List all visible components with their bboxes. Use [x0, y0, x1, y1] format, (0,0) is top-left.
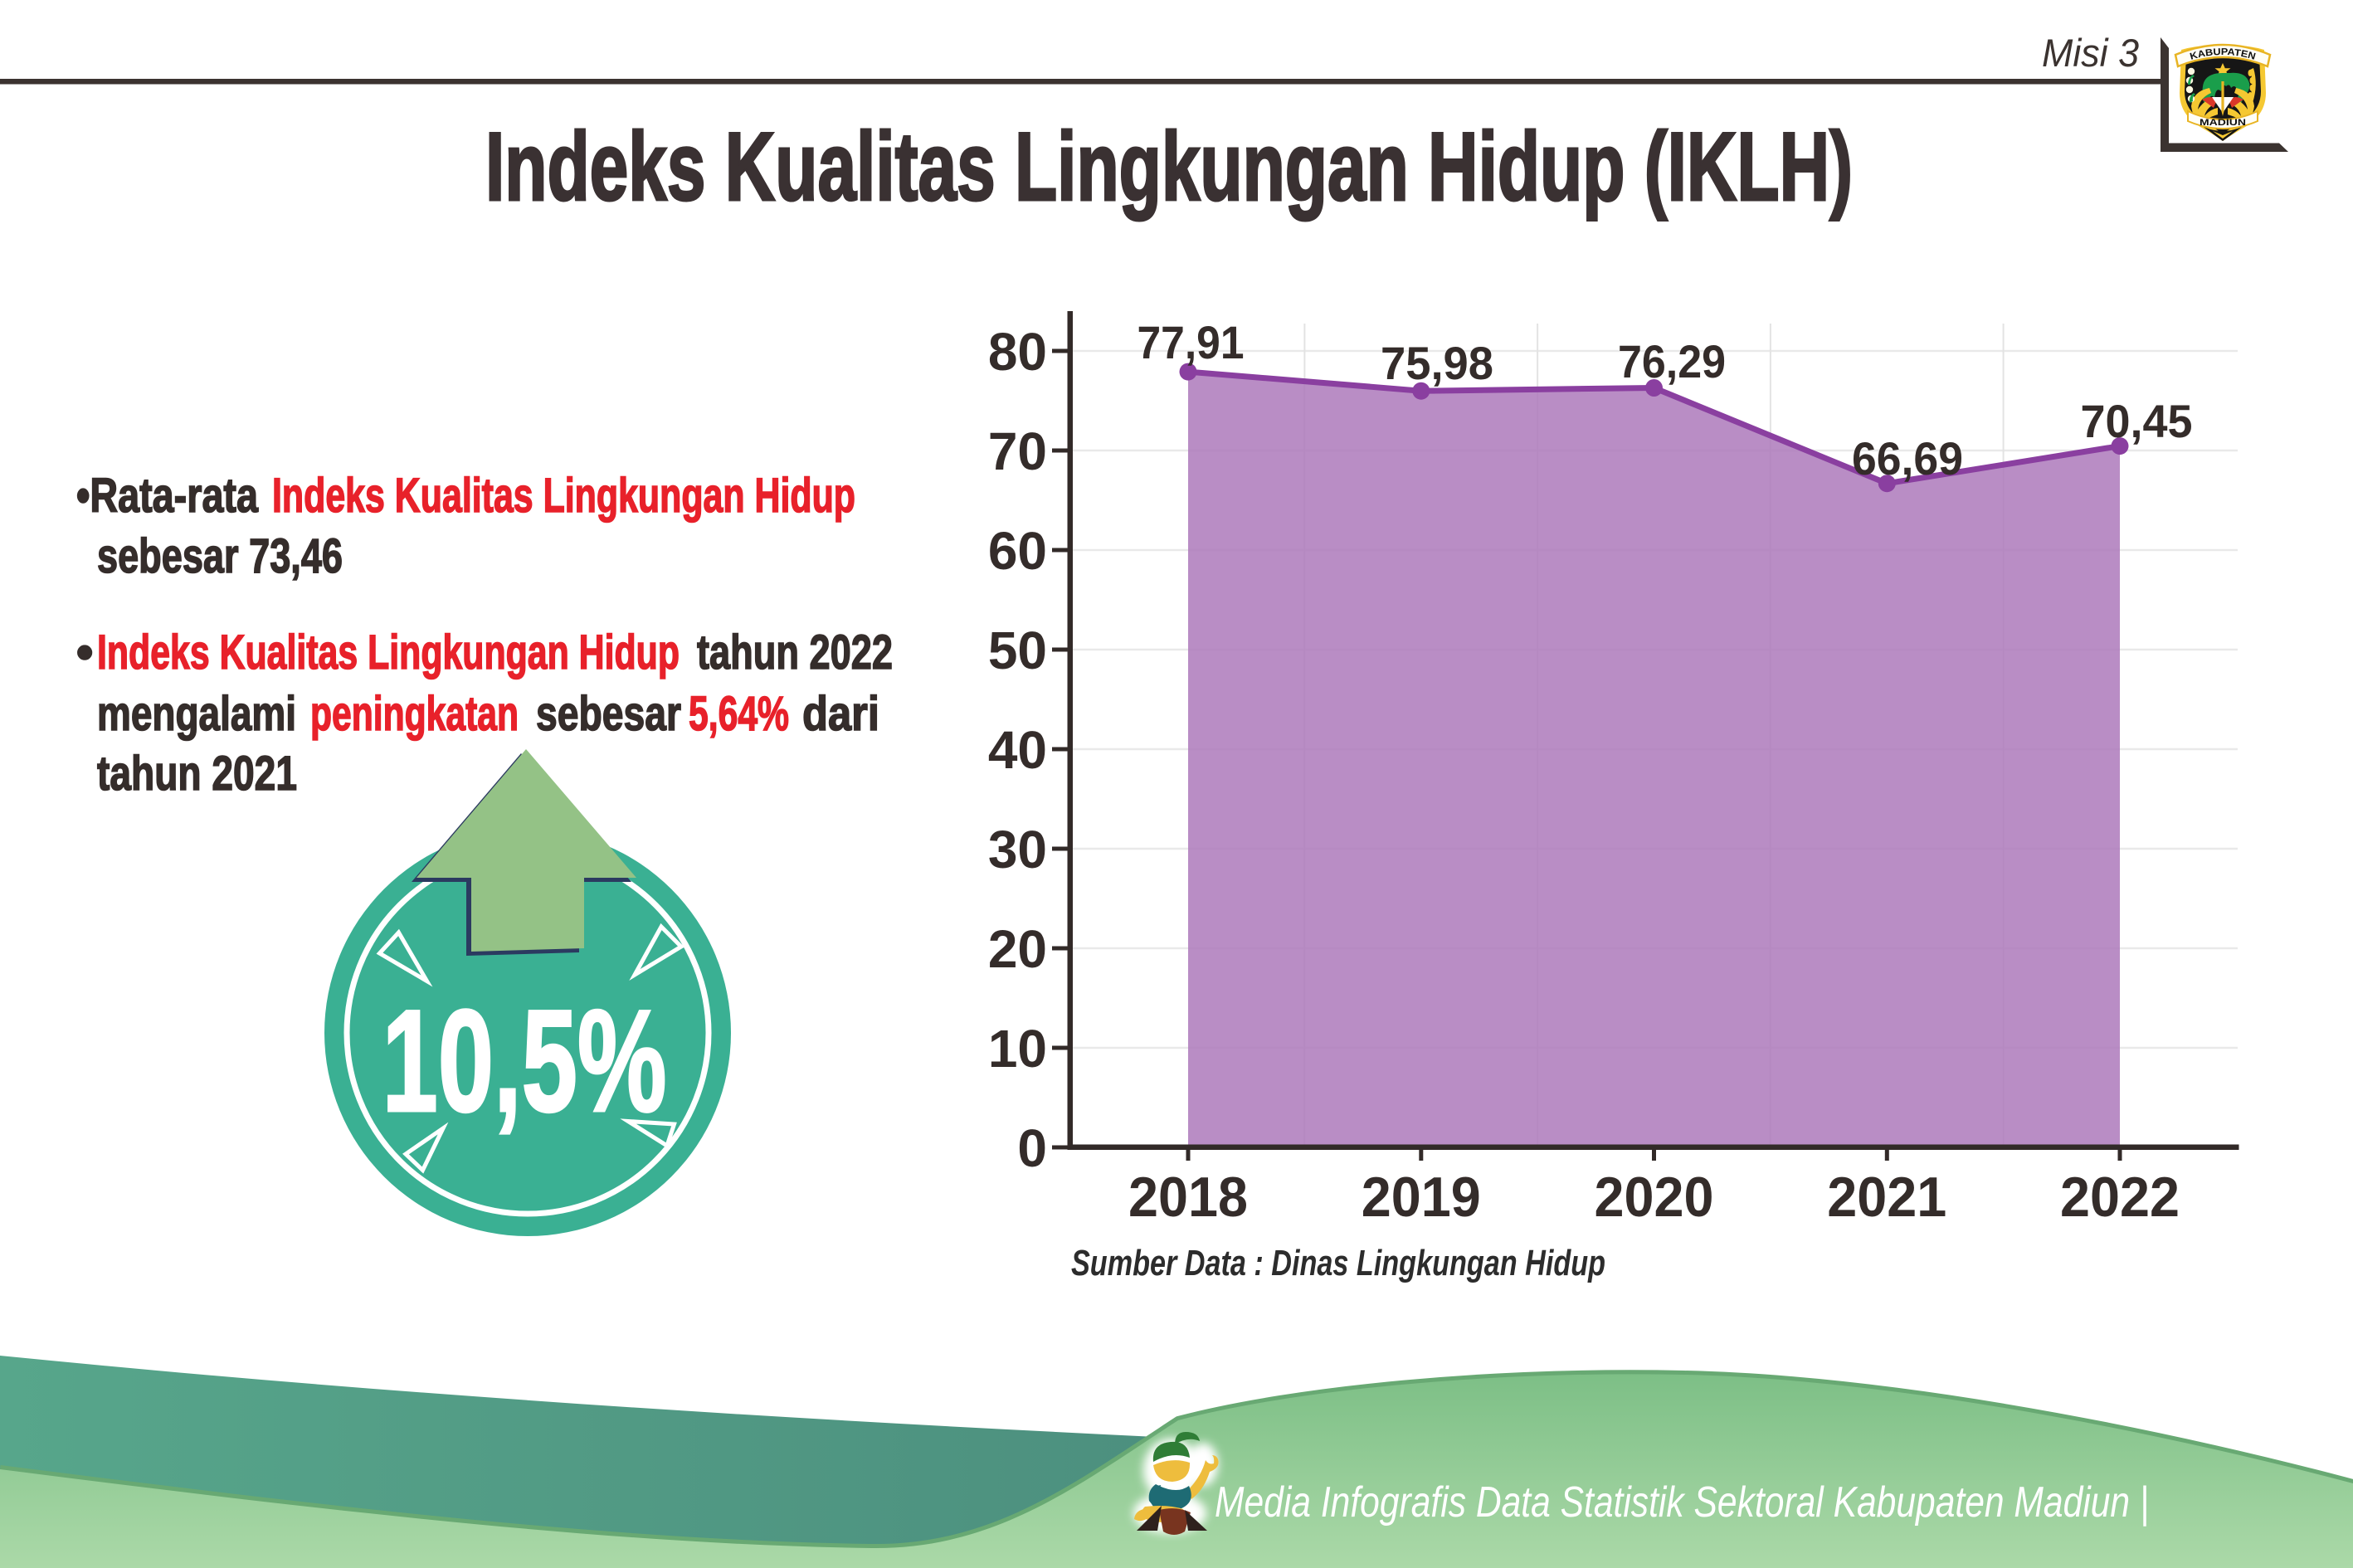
svg-text:Indeks Kualitas Lingkungan Hid: Indeks Kualitas Lingkungan Hidup (IKLH)	[485, 112, 1853, 221]
svg-text:sebesar 73,46: sebesar 73,46	[97, 529, 343, 583]
svg-text:KABUPATEN: KABUPATEN	[2189, 47, 2257, 62]
svg-text:Misi 3: Misi 3	[2042, 31, 2139, 75]
svg-text:70,45: 70,45	[2081, 395, 2193, 447]
svg-text:40: 40	[988, 720, 1047, 780]
svg-text:66,69: 66,69	[1852, 432, 1963, 485]
svg-text:mengalami: mengalami	[97, 687, 296, 741]
svg-text:tahun 2021: tahun 2021	[97, 747, 297, 801]
svg-text:Sumber Data : Dinas Lingkungan: Sumber Data : Dinas Lingkungan Hidup	[1071, 1243, 1605, 1283]
svg-text:•Rata-rata: •Rata-rata	[76, 469, 259, 523]
svg-text:MADIUN: MADIUN	[2200, 118, 2246, 128]
svg-text:2018: 2018	[1128, 1166, 1248, 1229]
svg-text:sebesar: sebesar	[536, 687, 681, 741]
svg-text:30: 30	[988, 820, 1047, 879]
svg-text:tahun 2022: tahun 2022	[697, 626, 893, 679]
svg-text:50: 50	[988, 621, 1047, 680]
svg-text:•: •	[76, 626, 93, 679]
svg-text:10: 10	[988, 1019, 1047, 1079]
svg-text:75,98: 75,98	[1381, 337, 1493, 389]
svg-text:80: 80	[988, 322, 1047, 382]
svg-text:Indeks Kualitas Lingkungan Hid: Indeks Kualitas Lingkungan Hidup	[97, 626, 680, 679]
svg-text:0: 0	[1017, 1118, 1047, 1178]
svg-text:2022: 2022	[2060, 1166, 2180, 1229]
svg-text:dari: dari	[802, 687, 879, 741]
svg-text:10,5%: 10,5%	[382, 981, 667, 1142]
svg-text:2020: 2020	[1595, 1166, 1714, 1229]
svg-text:Indeks Kualitas Lingkungan Hid: Indeks Kualitas Lingkungan Hidup	[272, 469, 855, 523]
svg-text:60: 60	[988, 521, 1047, 581]
svg-text:76,29: 76,29	[1618, 335, 1726, 387]
svg-text:5,64%: 5,64%	[689, 687, 789, 741]
svg-text:2021: 2021	[1827, 1166, 1946, 1229]
svg-text:2019: 2019	[1362, 1166, 1481, 1229]
svg-text:70: 70	[988, 421, 1047, 481]
svg-text:20: 20	[988, 919, 1047, 979]
svg-text:77,91: 77,91	[1138, 316, 1245, 368]
svg-text:Media Infografis Data Statisti: Media Infografis Data Statistik Sektoral…	[1215, 1478, 2149, 1527]
svg-text:peningkatan: peningkatan	[310, 687, 519, 741]
